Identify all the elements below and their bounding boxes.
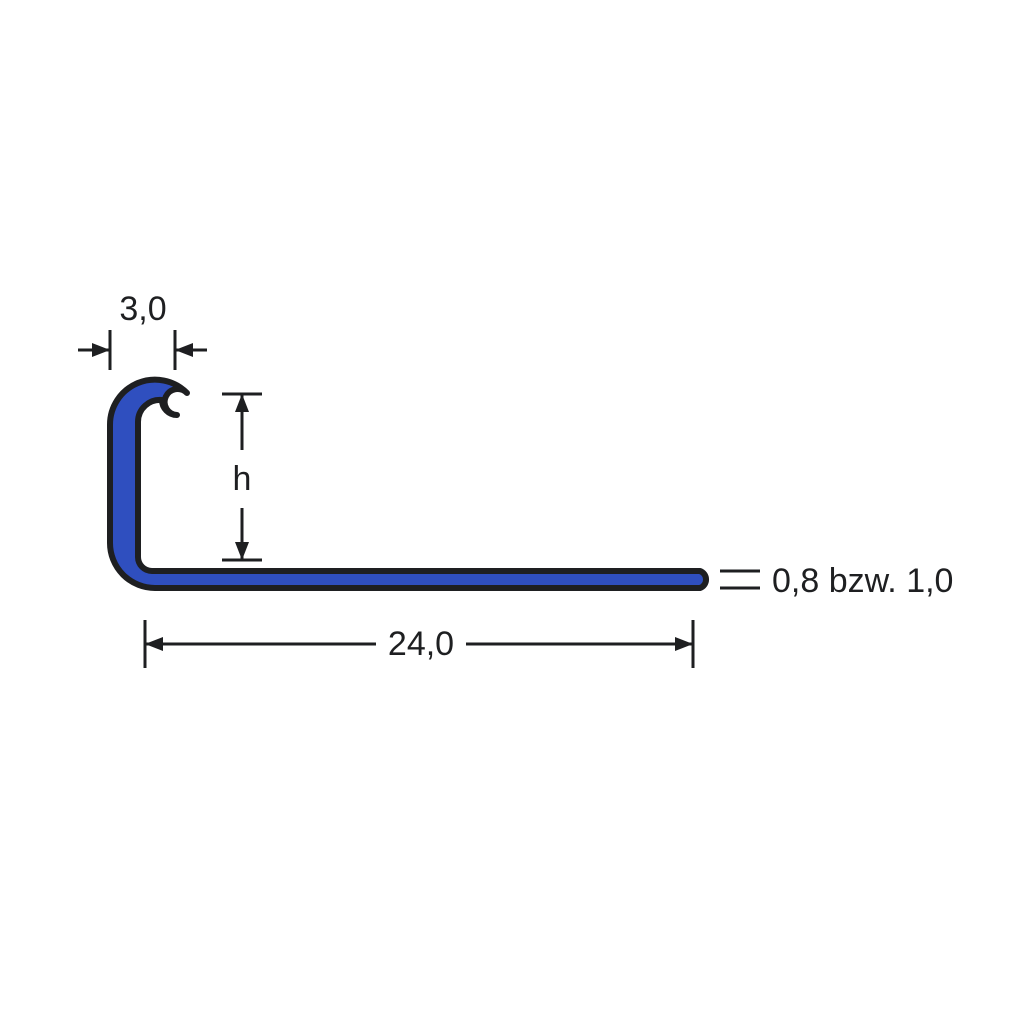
dimension-thickness-label: 0,8 bzw. 1,0 [772, 562, 953, 600]
dimension-base-length-label: 24,0 [388, 625, 454, 663]
dimension-hook-width-label: 3,0 [119, 290, 166, 328]
profile-diagram: 3,0 h 24,0 0,8 bzw. 1,0 [0, 0, 1024, 1024]
dimension-hook-width [78, 330, 207, 370]
dimension-thickness [720, 571, 760, 588]
dimension-height-label: h [233, 460, 252, 498]
profile-shape [110, 380, 706, 588]
